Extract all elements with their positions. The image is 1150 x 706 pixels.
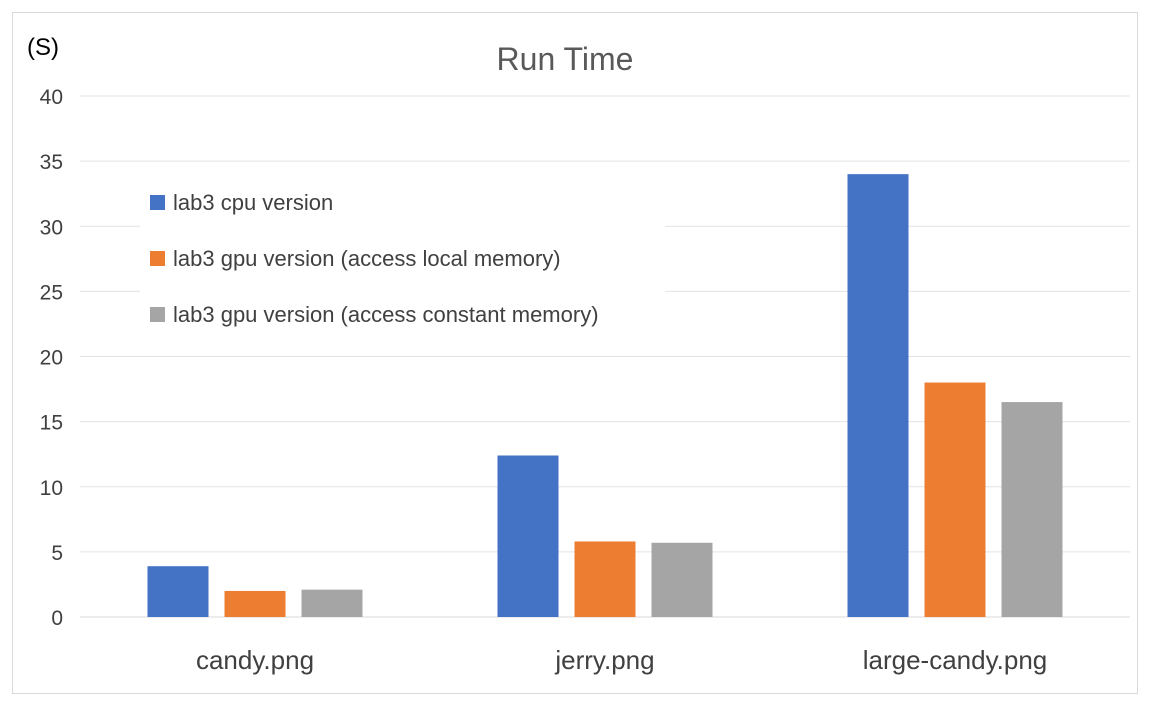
legend-label: lab3 cpu version — [173, 190, 333, 215]
legend-swatch — [150, 251, 165, 266]
y-tick-label: 10 — [40, 477, 63, 500]
x-axis-ticks: candy.png jerry.png large-candy.png — [196, 645, 1047, 675]
y-tick-label: 0 — [51, 607, 63, 630]
legend-label: lab3 gpu version (access constant memory… — [173, 302, 599, 327]
bar — [497, 455, 559, 617]
y-tick-label: 40 — [40, 86, 63, 109]
x-tick-label: candy.png — [196, 645, 314, 675]
y-tick-label: 20 — [40, 347, 63, 370]
y-tick-label: 15 — [40, 412, 63, 435]
x-tick-label: large-candy.png — [863, 645, 1048, 675]
chart-title: Run Time — [497, 41, 634, 77]
legend-swatch — [150, 307, 165, 322]
y-axis-label: (S) — [27, 34, 59, 61]
y-axis-ticks: 0 5 10 15 20 25 30 35 40 — [40, 86, 63, 630]
bar — [574, 541, 636, 617]
y-tick-label: 5 — [51, 542, 63, 565]
legend-label: lab3 gpu version (access local memory) — [173, 246, 561, 271]
legend-background — [140, 180, 665, 340]
bar — [847, 174, 909, 617]
bars — [147, 174, 1063, 617]
legend-swatch — [150, 195, 165, 210]
legend: lab3 cpu version lab3 gpu version (access… — [150, 190, 599, 327]
y-tick-label: 25 — [40, 281, 63, 304]
bar — [224, 590, 286, 617]
bar — [924, 382, 986, 617]
bar — [651, 542, 713, 617]
y-tick-label: 35 — [40, 151, 63, 174]
x-tick-label: jerry.png — [554, 645, 654, 675]
bar — [1001, 402, 1063, 617]
y-tick-label: 30 — [40, 216, 63, 239]
bar — [301, 589, 363, 617]
bar — [147, 566, 209, 617]
